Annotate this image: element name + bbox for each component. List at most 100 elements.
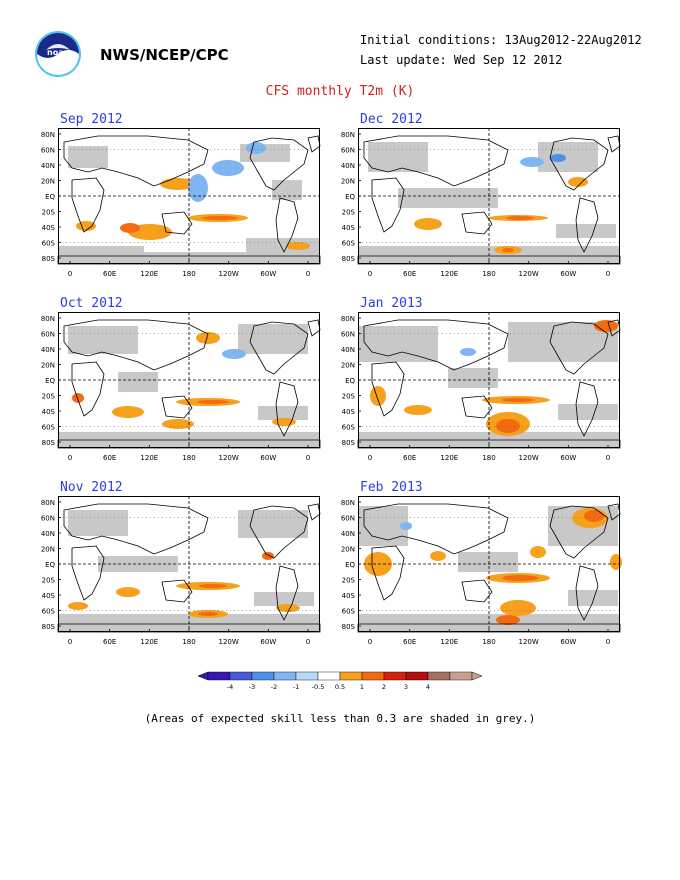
lat-tick-label: 20N — [41, 178, 55, 186]
lon-tick-label: 120E — [440, 270, 458, 278]
lon-tick-label: 60W — [260, 454, 276, 462]
lat-tick-label: 20N — [341, 178, 355, 186]
lat-tick-label: EQ — [345, 377, 355, 385]
lon-tick-label: 120W — [519, 638, 539, 646]
t2m-anomaly-map: 80N 60N 40N 20N EQ 20S 40S 60S 80S 0 60E 120E 180 120… — [41, 496, 321, 646]
low-skill-area — [458, 552, 518, 572]
colorbar-label: -0.5 — [312, 683, 325, 691]
colorbar-swatch — [449, 671, 473, 681]
lat-tick-label: 40N — [41, 346, 55, 354]
coastline — [275, 197, 299, 253]
panel-title: Jan 2013 — [360, 296, 423, 311]
lat-tick-label: 20N — [341, 362, 355, 370]
lat-tick-label: 20N — [41, 362, 55, 370]
lat-tick-label: 40S — [42, 592, 56, 600]
lat-tick-label: 60S — [342, 240, 356, 248]
lon-tick-label: 0 — [606, 638, 610, 646]
anomaly-region — [460, 348, 476, 356]
anomaly-region — [212, 160, 244, 176]
coastline — [371, 361, 405, 417]
lon-tick-label: 120W — [219, 638, 239, 646]
anomaly-region — [404, 405, 432, 415]
coastline — [575, 565, 599, 621]
low-skill-area — [68, 510, 128, 536]
lon-tick-label: 180 — [482, 638, 495, 646]
colorbar-arrow-right — [471, 671, 482, 681]
lat-tick-label: 60N — [41, 515, 55, 523]
panel-dec-2012: Dec 2012 80N 60N 40N 20N EQ 20S 40S 60S 80S 0 60E 1… — [341, 112, 621, 282]
low-skill-area — [68, 146, 108, 168]
lat-tick-label: 80S — [42, 255, 56, 263]
low-skill-area — [358, 326, 438, 362]
colorbar-arrow-left — [198, 671, 209, 681]
anomaly-region — [414, 218, 442, 230]
agency-label: NWS/NCEP/CPC — [100, 46, 229, 64]
coastline — [71, 177, 105, 233]
anomaly-region — [594, 320, 618, 332]
lat-tick-label: 80S — [342, 255, 356, 263]
lat-tick-label: 80N — [41, 131, 55, 139]
lon-tick-label: 60W — [260, 638, 276, 646]
coastline — [461, 211, 493, 235]
lat-tick-label: 40S — [342, 408, 356, 416]
t2m-anomaly-map: 80N 60N 40N 20N EQ 20S 40S 60S 80S 0 60E 120E 180 120… — [41, 312, 321, 462]
lon-tick-label: 0 — [68, 638, 72, 646]
lon-tick-label: 120W — [519, 454, 539, 462]
lat-tick-label: 20N — [41, 546, 55, 554]
lon-tick-label: 60E — [103, 270, 116, 278]
coastline — [371, 545, 405, 601]
lat-tick-label: 80S — [342, 623, 356, 631]
coastline — [549, 321, 609, 375]
anomaly-region — [400, 522, 412, 530]
lon-tick-label: 60E — [103, 638, 116, 646]
anomaly-region — [188, 174, 208, 202]
lon-tick-label: 60W — [560, 454, 576, 462]
colorbar-label: 2 — [382, 683, 386, 691]
panel-oct-2012: Oct 2012 80N 60N 40N 20N EQ 20S 40S 60S 80S 0 60E 1… — [41, 296, 321, 466]
anomaly-region — [76, 221, 96, 231]
colorbar-label: -2 — [271, 683, 277, 691]
low-skill-area — [398, 188, 498, 208]
lat-tick-label: 80N — [341, 499, 355, 507]
anomaly-region — [222, 349, 246, 359]
low-skill-area — [568, 590, 618, 606]
panel-nov-2012: Nov 2012 80N 60N 40N 20N EQ 20S 40S 60S 80S 0 60E 1… — [41, 480, 321, 650]
lat-tick-label: 20S — [342, 393, 356, 401]
panel-title: Oct 2012 — [60, 296, 123, 311]
colorbar-label: 4 — [426, 683, 430, 691]
lat-tick-label: 20S — [342, 209, 356, 217]
panel-feb-2013: Feb 2013 80N 60N 40N 20N EQ 20S 40S 60S 80S 0 60E 1… — [341, 480, 622, 650]
coastline — [161, 395, 193, 419]
lat-tick-label: 60S — [42, 424, 56, 432]
low-skill-area — [358, 506, 408, 546]
low-skill-area — [118, 372, 158, 392]
lat-tick-label: 40S — [42, 224, 56, 232]
lon-tick-label: 60W — [560, 270, 576, 278]
low-skill-area — [258, 406, 308, 420]
t2m-anomaly-map: 80N 60N 40N 20N EQ 20S 40S 60S 80S 0 60E 120E 180 120… — [341, 128, 621, 278]
lon-tick-label: 120E — [140, 638, 158, 646]
t2m-anomaly-map: 80N 60N 40N 20N EQ 20S 40S 60S 80S 0 60E 120E 180 120… — [341, 312, 621, 462]
colorbar-swatch — [405, 671, 429, 681]
coastline — [249, 137, 309, 191]
lon-tick-label: 0 — [306, 270, 310, 278]
coastline — [575, 381, 599, 437]
coastline — [161, 211, 193, 235]
lon-tick-label: 60W — [560, 638, 576, 646]
lon-tick-label: 0 — [306, 454, 310, 462]
lat-tick-label: 60N — [41, 331, 55, 339]
lon-tick-label: 120W — [219, 270, 239, 278]
lat-tick-label: 20S — [42, 393, 56, 401]
coastline — [63, 503, 209, 555]
lat-tick-label: 80N — [341, 315, 355, 323]
lat-tick-label: 20S — [342, 577, 356, 585]
lon-tick-label: 0 — [306, 638, 310, 646]
anomaly-region — [198, 612, 218, 616]
low-skill-area — [238, 324, 308, 354]
coastline — [363, 319, 509, 371]
lat-tick-label: 40S — [342, 592, 356, 600]
coastline — [371, 177, 405, 233]
anomaly-region — [496, 615, 520, 625]
lat-tick-label: EQ — [345, 561, 355, 569]
lat-tick-label: EQ — [345, 193, 355, 201]
